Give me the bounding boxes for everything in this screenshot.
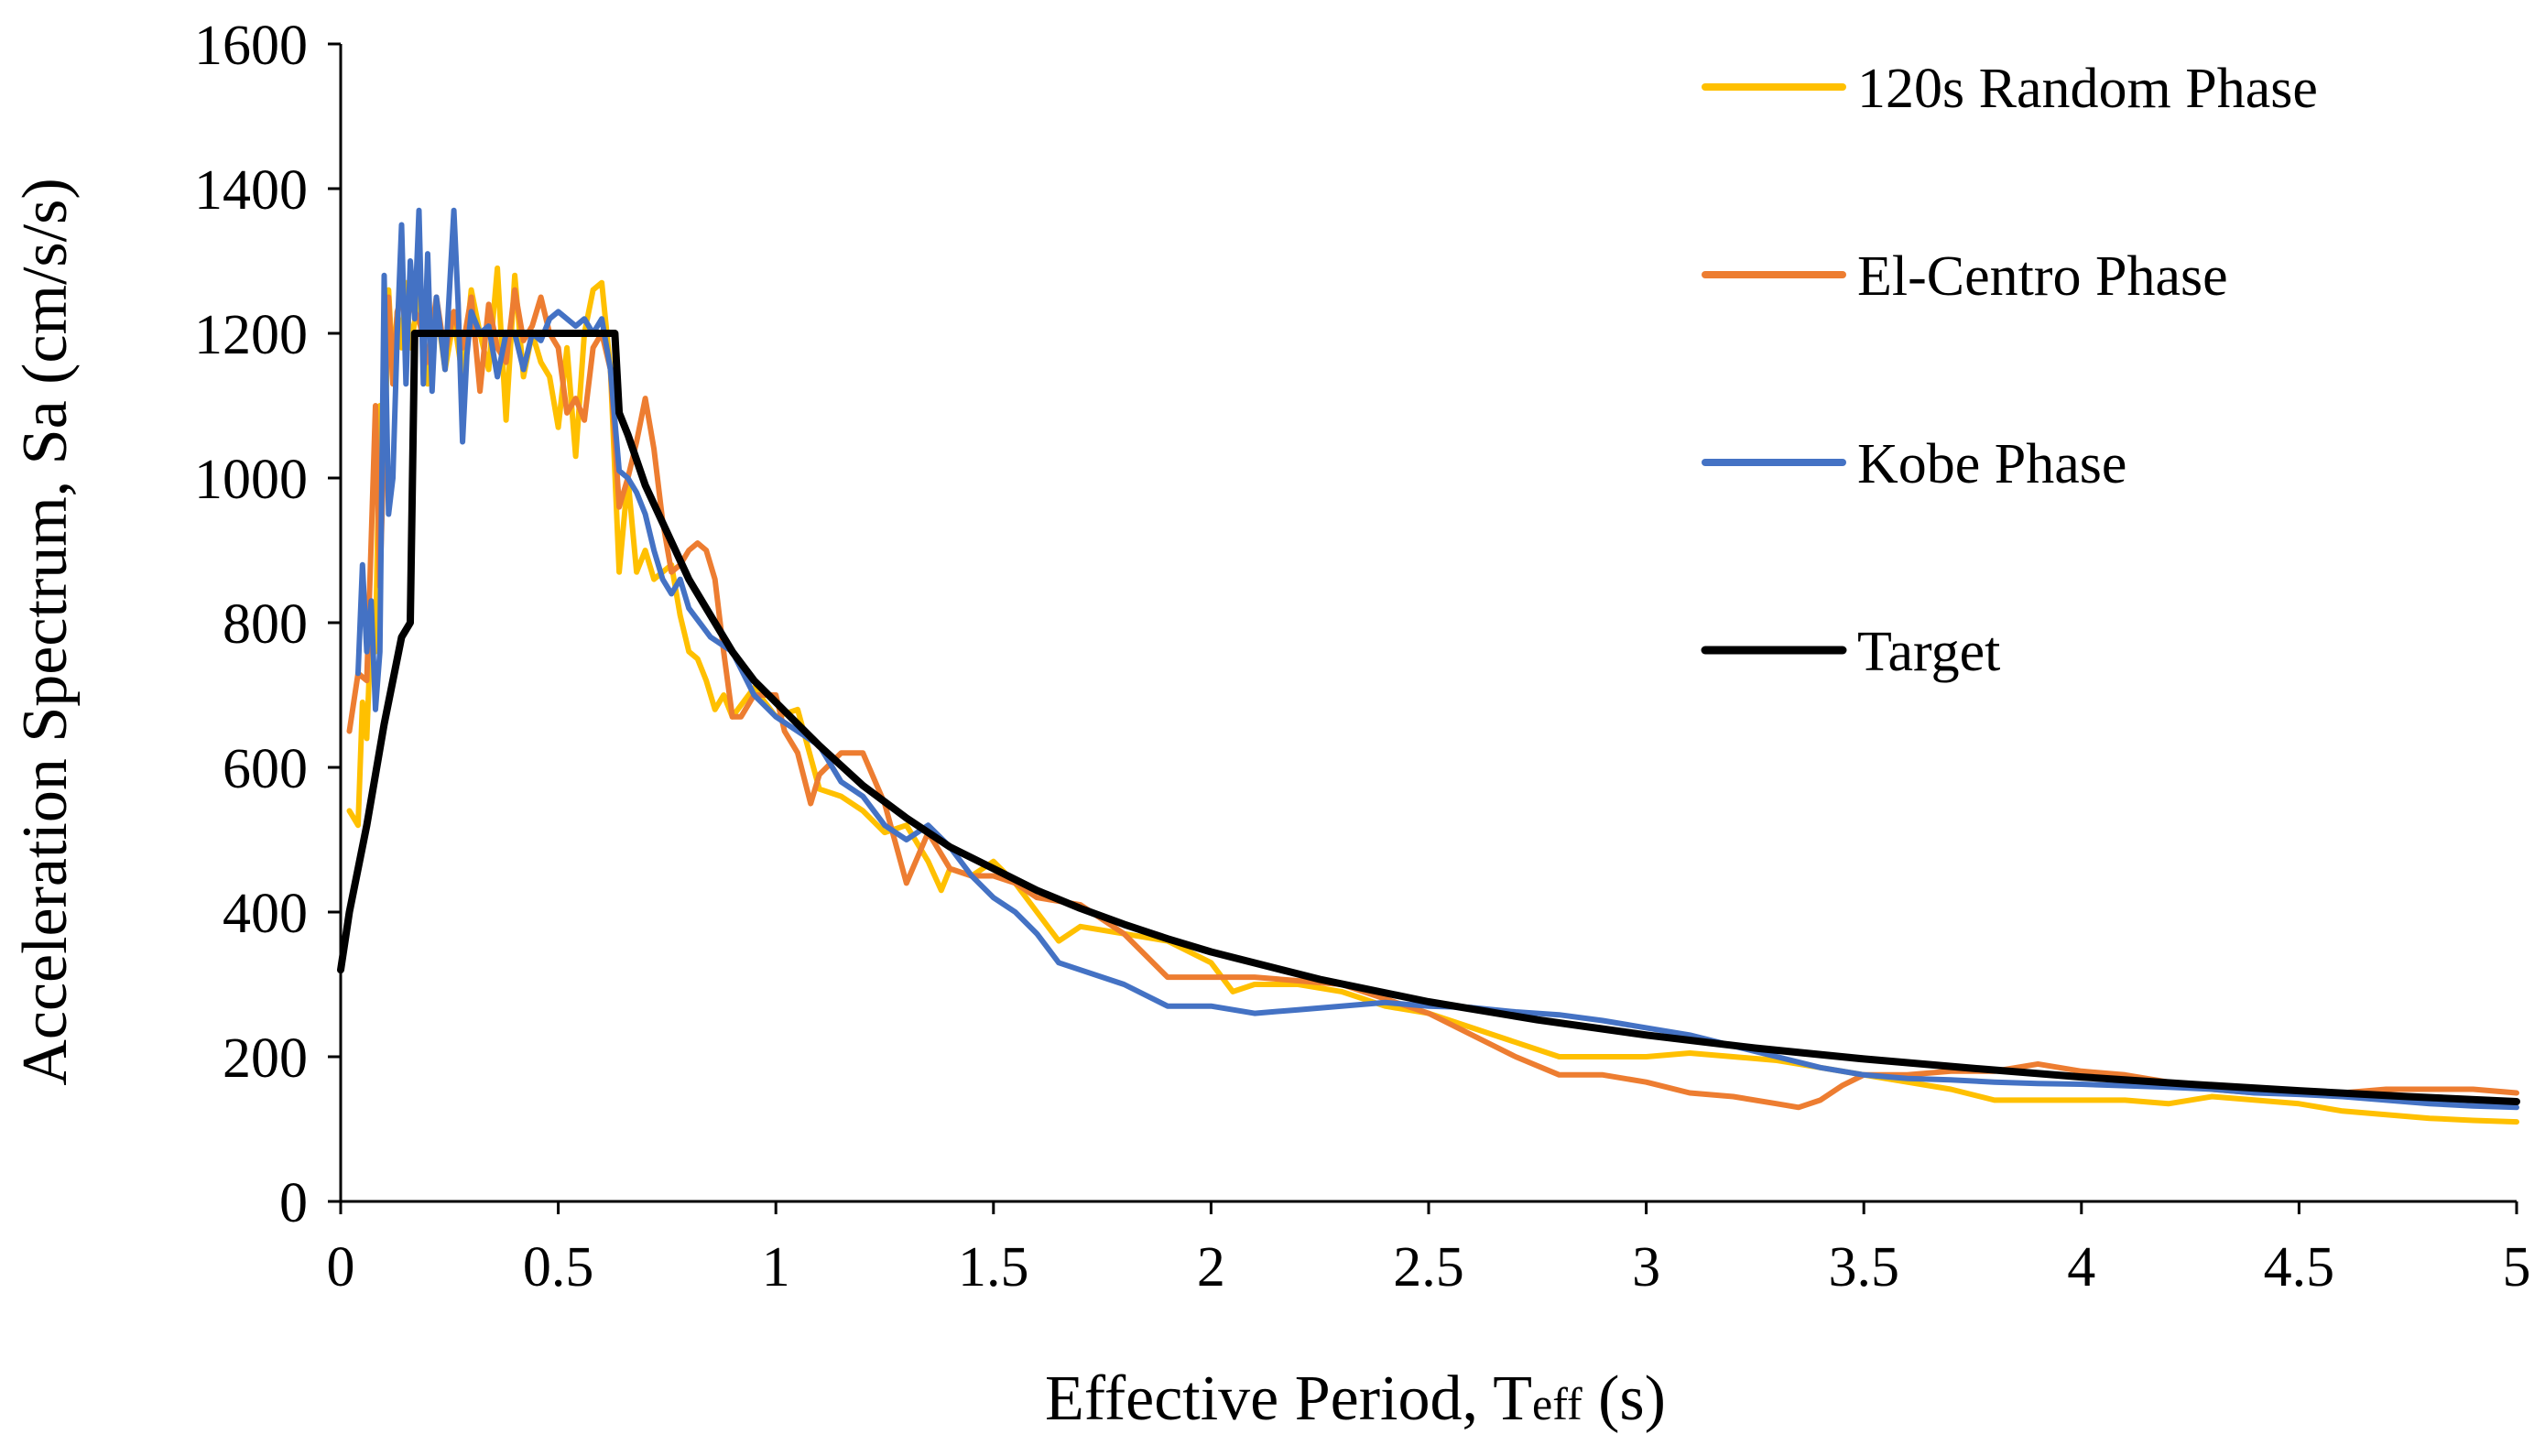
x-tick-label: 2.5	[1393, 1236, 1464, 1298]
y-axis-title: Acceleration Spectrum, Sa (cm/s/s)	[10, 178, 81, 1085]
x-tick-label: 0.5	[523, 1236, 594, 1298]
x-tick-label: 1	[762, 1236, 790, 1298]
y-tick-label: 0	[279, 1172, 308, 1234]
x-tick-label: 0	[327, 1236, 355, 1298]
series-line-el-centro-phase	[346, 287, 2519, 1111]
y-tick-label: 800	[223, 593, 308, 656]
x-tick-label: 1.5	[958, 1236, 1029, 1298]
y-tick-label: 200	[223, 1027, 308, 1090]
y-tick-label: 1200	[194, 304, 308, 366]
x-axis-title-text: Effective Period,	[1045, 1364, 1493, 1434]
x-tick-label: 4	[2067, 1236, 2095, 1298]
plot-area: 0 0.5 1 1.5 2 2.5 3 3.5 4 4.5 5 0 200 400 600 800 1000 1…	[194, 15, 2531, 1298]
x-axis-title-symbol: T	[1493, 1364, 1532, 1434]
legend-label-120s-random-phase: 120s Random Phase	[1857, 58, 2318, 120]
x-tick-label: 4.5	[2264, 1236, 2335, 1298]
legend-label-kobe-phase: Kobe Phase	[1857, 433, 2126, 495]
x-tick-label: 2	[1197, 1236, 1225, 1298]
series-line-kobe-phase	[355, 207, 2519, 1111]
x-axis-title-subscript: eff	[1532, 1378, 1582, 1429]
series-line-target	[337, 330, 2520, 1105]
x-axis-title-unit: (s)	[1582, 1364, 1666, 1434]
y-ticks: 0 200 400 600 800 1000 1200 1400 1600	[194, 15, 341, 1234]
y-tick-label: 1000	[194, 449, 308, 511]
y-tick-label: 1600	[194, 15, 308, 77]
x-tick-label: 3	[1632, 1236, 1660, 1298]
series-line-120s-random-phase	[346, 265, 2519, 1125]
x-tick-label: 3.5	[1828, 1236, 1899, 1298]
legend-label-el-centro-phase: El-Centro Phase	[1857, 245, 2228, 308]
legend-label-target: Target	[1857, 621, 2000, 683]
x-ticks: 0 0.5 1 1.5 2 2.5 3 3.5 4 4.5 5	[327, 1201, 2531, 1298]
y-tick-label: 1400	[194, 159, 308, 222]
y-tick-label: 600	[223, 738, 308, 800]
x-tick-label: 5	[2503, 1236, 2531, 1298]
y-tick-label: 400	[223, 883, 308, 945]
x-axis-title: Effective Period, Teff (s)	[1045, 1364, 1666, 1434]
series-layer	[337, 207, 2520, 1125]
legend: 120s Random Phase El-Centro Phase Kobe Pha…	[1701, 58, 2318, 683]
